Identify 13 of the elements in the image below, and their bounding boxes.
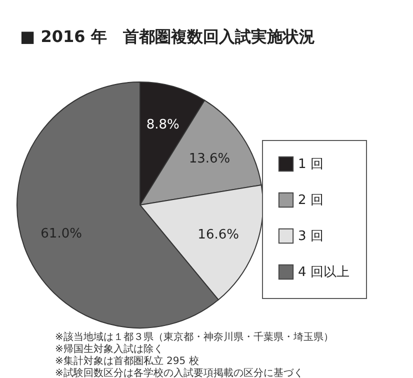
text: ※帰国生対象入試は除く bbox=[55, 343, 164, 355]
legend-label: 2 回 bbox=[298, 193, 324, 208]
data-label: 61.0% bbox=[40, 226, 82, 242]
text: ※試験回数区分は各学校の入試要項掲載の区分に基づく bbox=[55, 367, 304, 378]
data-label: 16.6% bbox=[198, 227, 239, 242]
legend-label: 3 回 bbox=[298, 229, 324, 244]
legend-label: 1 回 bbox=[298, 157, 324, 172]
data-label: 8.8% bbox=[146, 118, 180, 133]
chart-title: ■ 2016 年 首都圏複数回入試実施状況 bbox=[20, 27, 315, 46]
legend-label: 4 回以上 bbox=[298, 265, 350, 280]
data-label: 13.6% bbox=[188, 151, 230, 166]
text: ※該当地域は１都３県（東京都・神奈川県・千葉県・埼玉県） bbox=[55, 331, 334, 343]
text: ※集計対象は首都圏私立 295 校 bbox=[55, 355, 199, 367]
